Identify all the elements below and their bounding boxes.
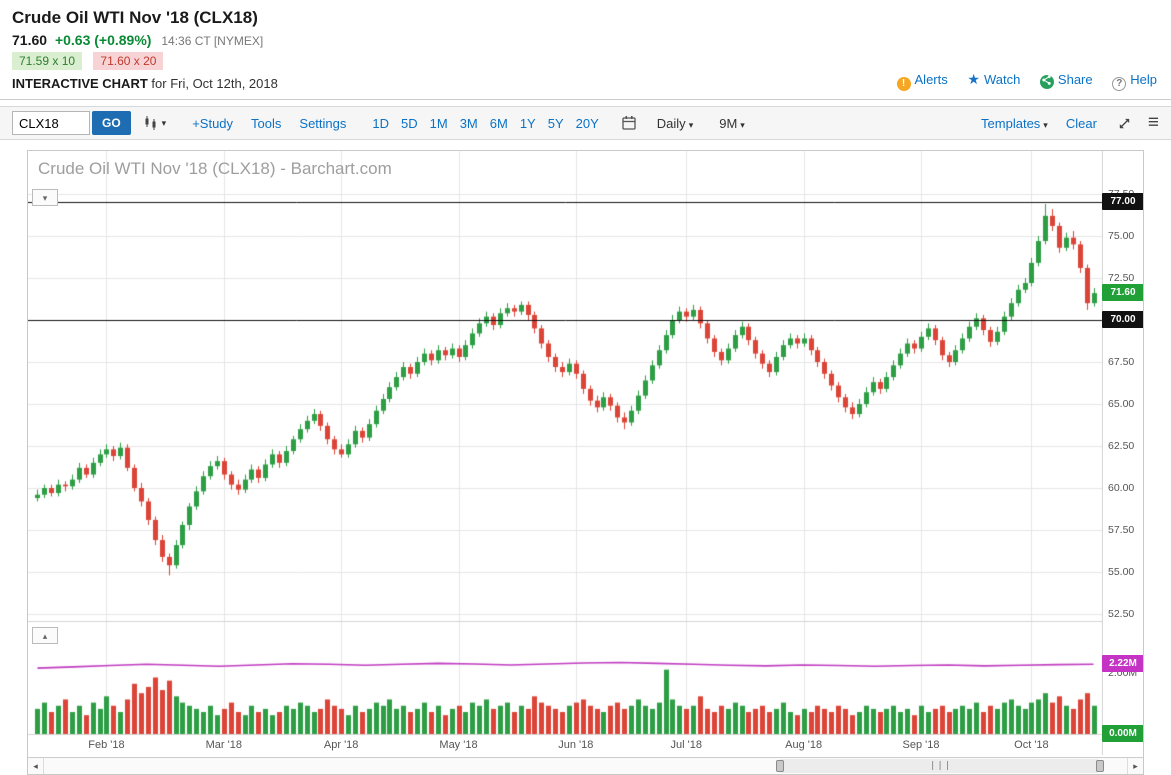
- time-axis-label: Feb '18: [88, 739, 125, 751]
- caret-down-icon: ▾: [161, 117, 167, 128]
- header-quick-links: ! Alerts ★ Watch Share ? Help: [881, 71, 1157, 91]
- time-axis-label: Oct '18: [1014, 739, 1049, 751]
- price-axis-tick: 72.50: [1108, 272, 1135, 284]
- time-axis-label: Aug '18: [785, 739, 823, 751]
- span-value: 9M: [719, 115, 738, 131]
- last-price-badge: 71.60: [1102, 284, 1143, 302]
- span-dropdown[interactable]: 9M ▾: [719, 116, 745, 131]
- clear-button[interactable]: Clear: [1065, 115, 1097, 131]
- caret-down-icon: ▾: [1043, 119, 1048, 130]
- price-axis-tick: 62.50: [1108, 440, 1135, 452]
- calendar-icon: [622, 116, 636, 130]
- scroll-left-arrow[interactable]: ◂: [28, 758, 44, 774]
- scroll-handle-left[interactable]: [776, 760, 784, 772]
- time-axis-label: Jun '18: [558, 739, 594, 751]
- templates-dropdown[interactable]: Templates ▾: [981, 116, 1048, 131]
- caret-down-icon: ▾: [688, 119, 694, 130]
- range-button-5d[interactable]: 5D: [401, 115, 418, 131]
- alerts-link[interactable]: ! Alerts: [896, 72, 948, 91]
- watch-link[interactable]: ★ Watch: [967, 71, 1021, 87]
- price-axis-tick: 67.50: [1108, 356, 1135, 368]
- share-icon: [1039, 75, 1054, 89]
- range-button-1d[interactable]: 1D: [372, 115, 390, 131]
- page-breadcrumb: INTERACTIVE CHART for Fri, Oct 12th, 201…: [12, 76, 1157, 91]
- time-axis-label: May '18: [439, 739, 478, 751]
- range-button-3m[interactable]: 3M: [459, 115, 478, 131]
- frequency-dropdown[interactable]: Daily ▾: [657, 116, 693, 131]
- range-button-6m[interactable]: 6M: [489, 115, 508, 131]
- templates-label: Templates: [981, 115, 1041, 131]
- price-axis-tick: 60.00: [1108, 482, 1135, 494]
- go-button[interactable]: GO: [92, 111, 131, 135]
- expand-icon: [1119, 118, 1130, 128]
- frequency-value: Daily: [656, 115, 686, 131]
- candlestick-chart-icon: [145, 116, 156, 130]
- range-button-1y[interactable]: 1Y: [519, 115, 536, 131]
- price-axis-tick: 52.50: [1108, 608, 1135, 620]
- calendar-button[interactable]: [621, 115, 637, 131]
- chart-date-label: for Fri, Oct 12th, 2018: [151, 76, 278, 91]
- quote-header: Crude Oil WTI Nov '18 (CLX18) 71.60 +0.6…: [0, 0, 1171, 100]
- time-axis-label: Jul '18: [670, 739, 702, 751]
- expand-chart-button[interactable]: [1117, 116, 1132, 131]
- chart-scrollbar[interactable]: ◂ ▸ |||: [28, 757, 1143, 774]
- star-icon: ★: [967, 71, 980, 87]
- chart-toolbar: GO ▾ +Study Tools Settings 1D 5D 1M 3M 6…: [0, 106, 1171, 140]
- collapse-price-pane-button[interactable]: ▾: [32, 189, 58, 206]
- share-label: Share: [1057, 72, 1093, 87]
- page-title: Crude Oil WTI Nov '18 (CLX18): [12, 8, 258, 27]
- help-link[interactable]: ? Help: [1112, 72, 1157, 91]
- time-axis-label: Sep '18: [902, 739, 940, 751]
- chart-type-dropdown[interactable]: ▾: [143, 115, 167, 131]
- help-icon: ?: [1112, 77, 1127, 91]
- quote-line: 71.60 +0.63 (+0.89%) 14:36 CT [NYMEX]: [12, 32, 1157, 48]
- time-axis-label: Mar '18: [205, 739, 242, 751]
- menu-icon[interactable]: ≡: [1147, 112, 1159, 133]
- price-axis-tick: 57.50: [1108, 524, 1135, 536]
- price-axis-tick: 55.00: [1108, 566, 1135, 578]
- volume-zero-badge: 0.00M: [1102, 725, 1143, 742]
- range-button-20y[interactable]: 20Y: [575, 115, 599, 131]
- watch-label: Watch: [983, 72, 1021, 87]
- price-axis-tick: 65.00: [1108, 398, 1135, 410]
- interactive-chart-label: INTERACTIVE CHART: [12, 76, 148, 91]
- scroll-grip[interactable]: |||: [930, 761, 953, 771]
- bid-ask-line: 71.59 x 10 71.60 x 20: [12, 52, 1157, 70]
- price-change: +0.63 (+0.89%): [54, 32, 152, 48]
- range-button-1m[interactable]: 1M: [429, 115, 448, 131]
- share-link[interactable]: Share: [1039, 72, 1093, 89]
- settings-button[interactable]: Settings: [299, 115, 347, 131]
- alert-icon: !: [896, 77, 911, 91]
- add-study-button[interactable]: +Study: [192, 115, 234, 131]
- chart-area: Crude Oil WTI Nov '18 (CLX18) - Barchart…: [27, 150, 1144, 775]
- tools-button[interactable]: Tools: [251, 115, 282, 131]
- quote-time: 14:36 CT [NYMEX]: [161, 34, 264, 48]
- help-label: Help: [1130, 72, 1157, 87]
- ask-badge: 71.60 x 20: [93, 52, 164, 70]
- symbol-input[interactable]: [12, 111, 90, 135]
- price-axis-tick: 75.00: [1108, 230, 1135, 242]
- last-price: 71.60: [12, 32, 48, 48]
- bid-badge: 71.59 x 10: [12, 52, 83, 70]
- high-line-price-badge: 77.00: [1102, 193, 1143, 211]
- open-interest-badge: 2.22M: [1102, 655, 1143, 673]
- support-line-price-badge: 70.00: [1102, 311, 1143, 328]
- time-axis-label: Apr '18: [323, 739, 359, 751]
- scroll-right-arrow[interactable]: ▸: [1127, 758, 1143, 774]
- alerts-label: Alerts: [914, 72, 948, 87]
- caret-down-icon: ▾: [740, 119, 745, 130]
- collapse-volume-pane-button[interactable]: ▴: [32, 627, 58, 644]
- price-volume-canvas[interactable]: [28, 151, 1103, 755]
- scroll-handle-right[interactable]: [1096, 760, 1104, 772]
- chart-watermark: Crude Oil WTI Nov '18 (CLX18) - Barchart…: [38, 159, 392, 178]
- range-button-5y[interactable]: 5Y: [547, 115, 564, 131]
- scroll-visible-range[interactable]: [780, 759, 1098, 773]
